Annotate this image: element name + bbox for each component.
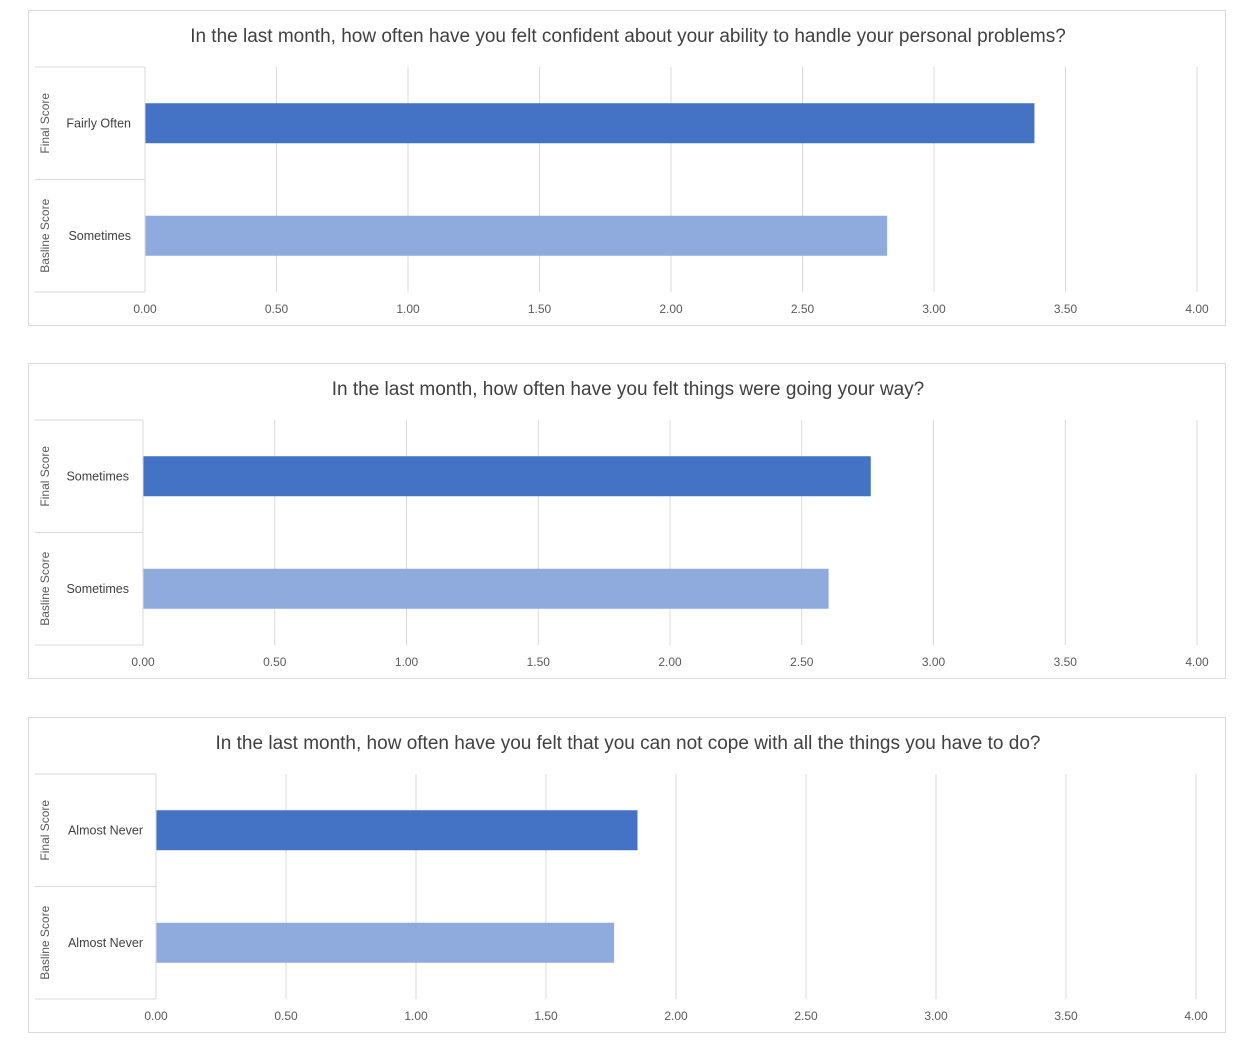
category-label: Almost Never [68,823,143,837]
category-label: Fairly Often [66,116,131,130]
group-label: Basline Score [38,551,52,625]
x-tick-label: 3.00 [922,302,946,316]
chart-panel-going-your-way: In the last month, how often have you fe… [28,363,1226,679]
bar [145,103,1035,144]
category-label: Sometimes [68,229,131,243]
x-tick-label: 1.00 [404,1009,428,1023]
group-label: Basline Score [38,198,52,272]
group-label: Basline Score [38,905,52,979]
chart-panel-can-not-cope: In the last month, how often have you fe… [28,717,1226,1033]
x-tick-label: 3.50 [1054,655,1078,669]
x-tick-label: 1.50 [528,302,552,316]
x-tick-label: 2.50 [790,655,814,669]
bar [156,810,638,851]
x-tick-label: 2.50 [791,302,815,316]
category-label: Sometimes [66,469,129,483]
x-tick-label: 3.00 [924,1009,948,1023]
chart-svg-going-your-way: In the last month, how often have you fe… [35,379,1209,669]
category-label: Almost Never [68,936,143,950]
group-label: Final Score [38,800,52,861]
x-tick-label: 0.50 [274,1009,298,1023]
x-tick-label: 4.00 [1184,1009,1208,1023]
x-tick-label: 0.00 [144,1009,168,1023]
x-tick-label: 1.50 [534,1009,558,1023]
chart-title: In the last month, how often have you fe… [332,379,925,400]
x-tick-label: 2.00 [659,302,683,316]
x-tick-label: 0.50 [265,302,289,316]
x-tick-label: 4.00 [1185,302,1209,316]
bar [145,215,888,256]
x-tick-label: 0.50 [263,655,287,669]
x-tick-label: 3.00 [922,655,946,669]
x-tick-label: 0.00 [131,655,155,669]
group-label: Final Score [38,93,52,154]
x-tick-label: 0.00 [133,302,157,316]
x-tick-label: 3.50 [1054,302,1078,316]
chart-panel-confident: In the last month, how often have you fe… [28,10,1226,326]
x-tick-label: 2.00 [664,1009,688,1023]
x-tick-label: 2.00 [658,655,682,669]
chart-svg-can-not-cope: In the last month, how often have you fe… [35,733,1208,1023]
x-tick-label: 1.00 [396,302,420,316]
x-tick-label: 1.00 [395,655,419,669]
chart-svg-confident: In the last month, how often have you fe… [35,26,1209,316]
bar [143,456,871,497]
x-tick-label: 2.50 [794,1009,818,1023]
x-tick-label: 4.00 [1185,655,1209,669]
chart-title: In the last month, how often have you fe… [216,733,1041,754]
bar [143,568,829,609]
x-tick-label: 3.50 [1054,1009,1078,1023]
x-tick-label: 1.50 [527,655,551,669]
chart-title: In the last month, how often have you fe… [190,26,1066,47]
bar [156,922,615,963]
category-label: Sometimes [66,582,129,596]
group-label: Final Score [38,446,52,507]
